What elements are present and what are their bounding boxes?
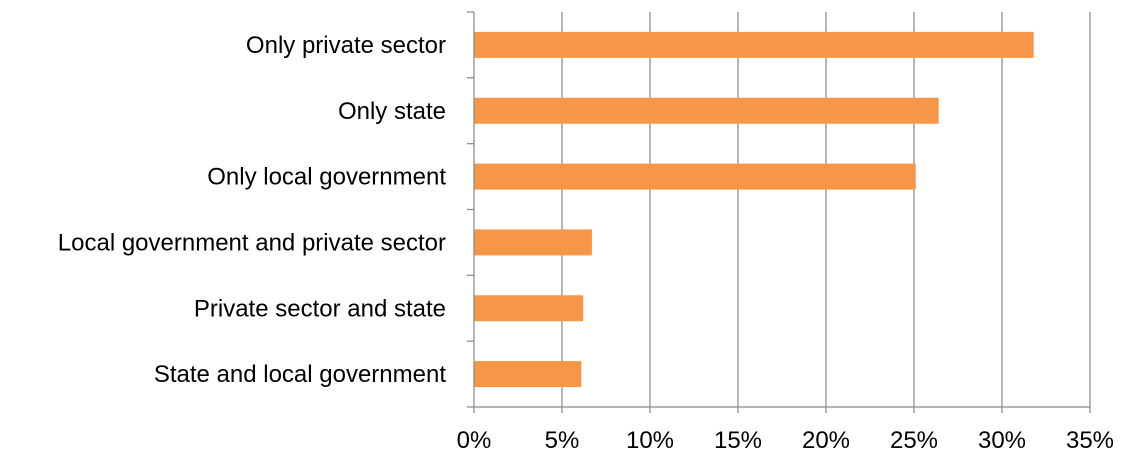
x-tick-label: 25%	[890, 427, 938, 454]
bar	[474, 361, 582, 388]
x-tick-label: 15%	[714, 427, 762, 454]
category-label: Only local government	[207, 164, 446, 191]
category-labels: Only private sector Only state Only local …	[58, 32, 447, 388]
x-tick-label: 35%	[1066, 427, 1114, 454]
bar	[474, 295, 584, 322]
x-tick-label: 0%	[457, 427, 492, 454]
category-label: State and local government	[154, 361, 447, 388]
gridlines	[561, 12, 1091, 407]
x-tick-label: 30%	[978, 427, 1026, 454]
axes	[467, 11, 1091, 413]
x-tick-label: 10%	[626, 427, 674, 454]
x-tick-label: 5%	[545, 427, 580, 454]
bar	[474, 97, 939, 124]
bar	[474, 229, 592, 256]
bar	[474, 163, 916, 190]
bars	[474, 31, 1034, 388]
category-label: Only private sector	[246, 32, 446, 59]
category-label: Only state	[338, 98, 446, 125]
x-tick-label: 20%	[802, 427, 850, 454]
bar	[474, 31, 1034, 58]
x-tick-labels: 0% 5% 10% 15% 20% 25% 30% 35%	[457, 427, 1114, 454]
category-label: Local government and private sector	[58, 229, 446, 256]
category-label: Private sector and state	[194, 295, 446, 322]
